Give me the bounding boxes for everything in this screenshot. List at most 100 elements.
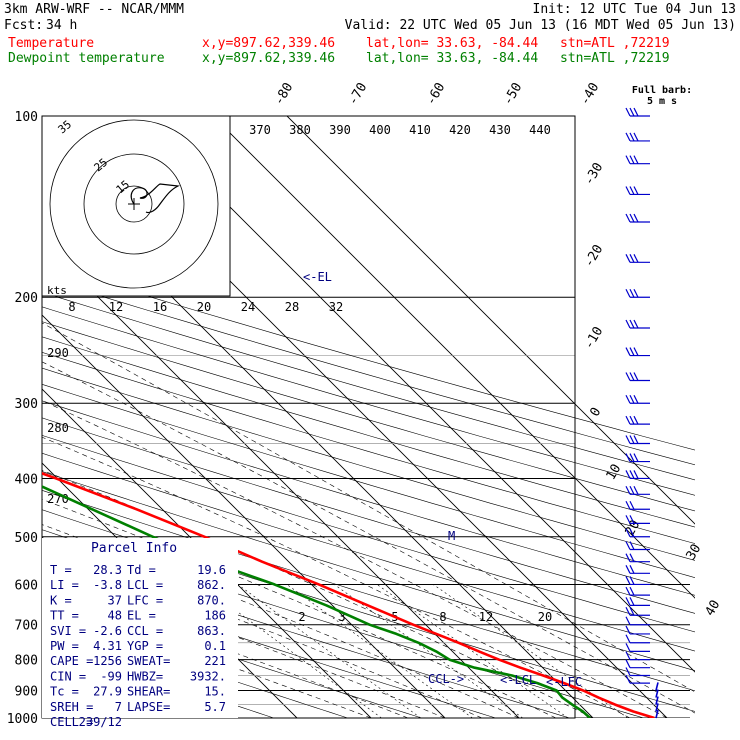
wind-barb [625, 435, 631, 444]
parcel-row-value: 27.9 [93, 685, 122, 699]
parcel-row-key: K = [50, 593, 72, 607]
wind-barb [655, 696, 659, 705]
isotherm-label: -50 [501, 80, 526, 108]
wind-barb [633, 288, 639, 298]
wind-barb [625, 470, 631, 479]
speed-scale-label: 24 [241, 300, 255, 314]
wind-barb [625, 643, 631, 652]
dry-adiabat [42, 592, 422, 718]
wind-barb [629, 486, 635, 495]
parcel-row-key: EL = [127, 609, 156, 623]
wind-barb [625, 634, 631, 644]
wind-barb [633, 453, 639, 462]
wind-barb [633, 254, 639, 263]
wind-barb [629, 541, 635, 550]
parcel-row-key: T = [50, 563, 72, 577]
wind-barb [629, 288, 635, 298]
wind-barb [625, 597, 631, 606]
wind-barb [633, 213, 639, 223]
wind-barb [625, 186, 631, 195]
wind-barb [625, 213, 631, 223]
parcel-row-value: 7 [115, 700, 122, 714]
wind-barb [633, 107, 639, 117]
parcel-row-value: 186 [204, 609, 226, 623]
hodograph-box [41, 115, 231, 297]
dry-adiabat [42, 336, 695, 528]
pressure-tick-label: 1000 [7, 712, 38, 727]
wind-barb [629, 186, 635, 195]
wind-barb [625, 586, 631, 596]
dewpoint-latlon: lat,lon= 33.63, -84.44 [366, 51, 539, 66]
speed-scale-label: 28 [285, 300, 299, 314]
wind-barb [633, 347, 639, 356]
hodograph-trace [130, 183, 181, 214]
wind-barb [625, 372, 631, 381]
parcel-row-value: 1256 [93, 654, 122, 668]
valid-time: Valid: 22 UTC Wed 05 Jun 13 (16 MDT Wed … [344, 18, 736, 33]
dry-adiabat [42, 263, 695, 451]
parcel-row-key: SHEAR= [127, 685, 170, 699]
theta-label: 390 [329, 123, 351, 137]
dry-adiabat [42, 321, 695, 512]
theta-left-label: 290 [47, 346, 69, 360]
parcel-row-value: 863. [197, 624, 226, 638]
annotations: <-EL <-LCL <-LFC CCL-> M [303, 270, 582, 689]
isotherm-label: -60 [424, 80, 449, 108]
wind-barbs: Full barb:5 m s [625, 85, 692, 719]
annotation-label: <-EL [303, 270, 332, 284]
moist-adiabat [42, 498, 557, 718]
isotherm-line [286, 116, 695, 525]
wind-barb [655, 709, 659, 719]
parcel-info-panel: Parcel Info T = 28.3 Td = 19.6 LI = -3.8 LCL = 8… [42, 538, 238, 729]
mixing-ratio-line [376, 584, 569, 718]
isotherm-label: -10 [582, 324, 607, 352]
moist-adiabat [42, 400, 668, 718]
isotherm-label: -20 [582, 242, 607, 270]
wind-barb [633, 435, 639, 444]
temperature-legend: Temperature [8, 36, 95, 51]
plot-frame [41, 115, 576, 719]
pressure-tick-label: 500 [15, 531, 38, 546]
parcel-row-value: 19.6 [197, 563, 226, 577]
isotherm-label: 30 [684, 542, 705, 563]
wind-barb [625, 347, 631, 356]
wind-barb [625, 667, 631, 676]
wind-barb [625, 155, 631, 164]
hodograph-ring [115, 185, 153, 223]
wind-barb [625, 394, 631, 404]
mixing-ratio-label: 8 [439, 610, 446, 624]
dry-adiabat [42, 417, 695, 614]
mixing-ratio-line [237, 584, 421, 718]
parcel-row-key: LFC = [127, 593, 163, 607]
parcel-row-value: 28.3 [93, 563, 122, 577]
isotherm-line [212, 116, 695, 599]
theta-label: 430 [489, 123, 511, 137]
parcel-row-key: Tc = [50, 685, 79, 699]
wind-barb [629, 213, 635, 223]
wind-barb [625, 606, 631, 616]
parcel-row-key: LAPSE= [127, 700, 170, 714]
wind-barb [625, 565, 631, 574]
wind-barb [629, 254, 635, 263]
theta-label: 440 [529, 123, 551, 137]
wind-barb [629, 515, 635, 524]
dry-adiabat [42, 351, 695, 544]
parcel-row-key: YGP = [127, 639, 163, 653]
parcel-row-key: SVI = [50, 624, 86, 638]
wind-barb [655, 682, 659, 691]
mixing-ratio-label: 20 [538, 610, 552, 624]
isotherm-label: 10 [604, 462, 625, 483]
wind-barb [625, 576, 631, 585]
hodograph-ring [49, 119, 219, 289]
moist-adiabat [42, 582, 409, 718]
parcel-panel-bg [42, 538, 238, 718]
wind-barb [633, 186, 639, 195]
wind-barb [629, 597, 635, 606]
wind-barb [629, 132, 635, 142]
forecast-hour: 34 h [46, 18, 78, 33]
pressure-tick-label: 900 [15, 684, 38, 699]
wind-barb [633, 155, 639, 164]
annotation-label: CCL-> [428, 672, 464, 686]
theta-label: 420 [449, 123, 471, 137]
wind-barb [625, 107, 631, 117]
